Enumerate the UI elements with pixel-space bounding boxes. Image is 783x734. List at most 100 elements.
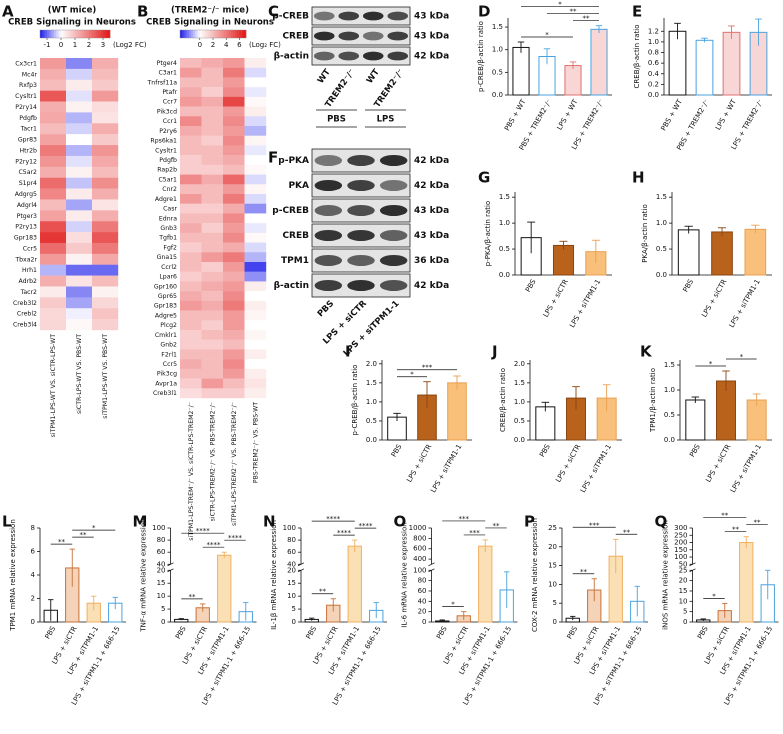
x-tick-label: PBS <box>174 625 188 641</box>
row-label: Crebl2 <box>17 311 37 318</box>
heatmap-cell <box>66 319 93 331</box>
row-label: Ptafr <box>162 89 177 96</box>
heatmap-cell <box>40 232 67 244</box>
y-tick-label: 20 <box>679 577 688 585</box>
y-tick-label: 80 <box>418 577 427 585</box>
colorbar-slice <box>206 30 209 38</box>
heatmap-cell <box>180 378 202 389</box>
y-tick-label: 0.5 <box>664 411 675 419</box>
heatmap-cell <box>201 388 224 399</box>
colorbar-slice <box>191 30 194 38</box>
y-tick-label: 8 <box>31 524 35 532</box>
y-axis-label: IL-6 mRNA relative expression <box>401 522 409 627</box>
heatmap-cell <box>201 106 224 117</box>
blot-band <box>313 31 335 41</box>
y-axis-label: TPM1/β-actin ratio <box>649 368 657 433</box>
lane-label: WT <box>365 67 382 85</box>
heatmap-cell <box>244 262 267 272</box>
row-label: Tacr2 <box>20 289 37 296</box>
bar <box>347 545 362 623</box>
size-label: 42 kDa <box>414 156 449 166</box>
significance-label: **** <box>359 522 374 530</box>
heatmap-cell <box>223 378 245 389</box>
significance-label: ** <box>580 568 588 576</box>
row-label: Adgre5 <box>155 312 177 319</box>
colorbar-tick-label: 3 <box>101 41 105 49</box>
colorbar-slice <box>54 30 57 38</box>
heatmap-cell <box>244 281 267 292</box>
heatmap-cell <box>92 199 119 211</box>
heatmap-cell <box>40 145 67 157</box>
bar <box>744 228 767 276</box>
heatmap-cell <box>180 145 202 156</box>
y-tick-label: 250 <box>674 531 687 539</box>
heatmap-cell <box>201 223 224 234</box>
heatmap-cell <box>92 166 119 178</box>
row-label: Cysltr1 <box>15 93 37 100</box>
row-label: Ccr5 <box>163 361 177 368</box>
y-tick-label: 15 <box>157 579 166 587</box>
y-tick-label: 1000 <box>409 524 427 532</box>
x-tick-label: PBS <box>435 625 449 641</box>
row-label: Lpar6 <box>159 274 177 281</box>
colorbar-slice <box>72 30 76 38</box>
blot-band <box>347 180 375 191</box>
row-label: S1pr4 <box>19 180 37 187</box>
colorbar-slice <box>61 30 64 38</box>
colorbar-slice <box>107 30 111 38</box>
y-tick-label: 40 <box>157 560 166 568</box>
x-tick-label: LPS + siCTR <box>704 443 732 484</box>
colorbar-slice <box>75 30 78 38</box>
heatmap-cell <box>180 126 202 136</box>
x-tick-label: PBS <box>44 625 58 641</box>
heatmap-cell <box>201 252 224 263</box>
row-label: Ccr7 <box>163 99 177 106</box>
row-label: Gpr183 <box>14 235 37 242</box>
heatmap-cell <box>244 96 267 107</box>
significance-label: **** <box>337 529 352 537</box>
row-label: P2ry14 <box>15 104 37 111</box>
heatmap-cell <box>244 310 267 321</box>
heatmap-cell <box>66 123 93 135</box>
heatmap-cell <box>40 210 67 222</box>
panel-letter: N <box>263 513 276 531</box>
y-axis-label: TNF-α mRNA relative expression <box>140 518 148 632</box>
heatmap-cell <box>244 67 267 78</box>
heatmap-cell <box>180 155 202 166</box>
y-tick-label: 15 <box>679 587 688 595</box>
blot-band <box>362 51 384 61</box>
heatmap-cell <box>223 194 245 204</box>
heatmap-cell <box>223 223 245 234</box>
heatmap-cell <box>244 155 267 166</box>
bar <box>677 229 700 276</box>
colorbar-slice <box>228 30 231 38</box>
panel-letter: J <box>491 343 498 361</box>
y-tick-label: 0 <box>31 618 35 626</box>
row-label: Mc4r <box>22 71 38 78</box>
y-axis-label: TPM1 mRNA relative expression <box>9 519 17 632</box>
colorbar-slice <box>96 30 99 38</box>
heatmap-cell <box>180 320 202 331</box>
heatmap-cell <box>92 275 119 287</box>
heatmap-cell <box>66 188 93 200</box>
row-label: Adgrg5 <box>15 191 37 198</box>
heatmap-cell <box>201 145 224 156</box>
x-tick-label: PBS <box>696 625 710 641</box>
row-label: Ptger3 <box>17 213 37 220</box>
row-label: P2ry6 <box>159 128 177 135</box>
blot-band <box>313 11 335 21</box>
heatmap-cell <box>201 77 224 88</box>
significance-label: * <box>410 371 414 379</box>
heatmap-cell <box>92 308 119 320</box>
colorbar-slice <box>51 30 55 38</box>
y-tick-label: 1.5 <box>656 193 667 201</box>
heatmap-cell <box>201 262 224 272</box>
colorbar-slice <box>84 30 87 38</box>
heatmap-cell <box>244 388 267 399</box>
x-tick-label: LPS + siTPM1-1 <box>579 443 613 494</box>
row-label: P2ry13 <box>15 224 37 231</box>
column-label: PBS-TREM2⁻/⁻ VS. PBS-WT <box>252 402 259 483</box>
blot-band <box>314 155 343 166</box>
heatmap-cell <box>180 388 202 399</box>
